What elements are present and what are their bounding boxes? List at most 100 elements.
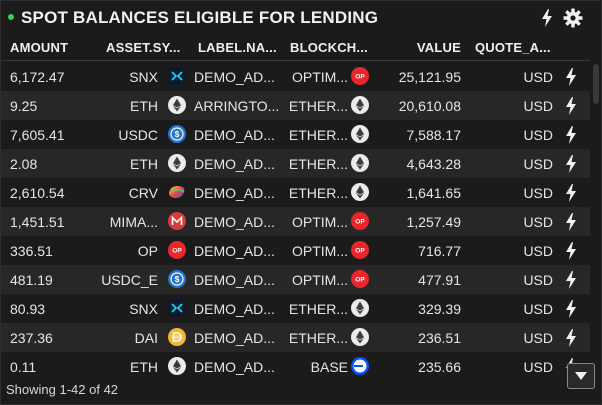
- widget-title: SPOT BALANCES ELIGIBLE FOR LENDING: [21, 8, 379, 27]
- usdc-icon: $: [168, 125, 186, 143]
- bolt-icon[interactable]: [565, 126, 579, 144]
- usdc-icon: $: [168, 270, 186, 288]
- optimism-icon: OP: [351, 270, 369, 288]
- cell-label-name: DEMO_AD...: [194, 214, 275, 230]
- scroll-to-bottom-button[interactable]: [567, 363, 595, 389]
- bolt-icon[interactable]: [565, 184, 579, 202]
- cell-asset-symbol: OP: [137, 243, 158, 259]
- snx-icon: [168, 299, 186, 317]
- cell-blockchain: ETHER...: [288, 98, 348, 114]
- pagination-summary: Showing 1-42 of 42: [6, 382, 119, 397]
- cell-value: 477.91: [418, 272, 461, 288]
- cell-asset-symbol: USDC: [118, 127, 158, 143]
- cell-amount: 2,610.54: [10, 185, 65, 201]
- table-body: 6,172.47 SNX DEMO_AD... OPTIM... OP 25,121.95…: [1, 62, 590, 377]
- cell-amount: 80.93: [10, 301, 46, 317]
- column-header-row: AMOUNT ASSET.SY... LABEL.NA... BLOCKCH..…: [1, 35, 590, 61]
- cell-quote-asset: USD: [523, 185, 553, 201]
- cell-asset-symbol: ETH: [130, 359, 158, 375]
- optimism-icon: OP: [351, 241, 369, 259]
- cell-amount: 1,451.51: [10, 214, 65, 230]
- cell-label-name: DEMO_AD...: [194, 185, 275, 201]
- cell-blockchain: OPTIM...: [292, 214, 348, 230]
- gear-icon[interactable]: [562, 7, 584, 29]
- bolt-icon[interactable]: [536, 7, 558, 29]
- table-row[interactable]: 1,451.51 MIMA... DEMO_AD... OPTIM... OP 1,257…: [1, 207, 590, 236]
- table-row[interactable]: 6,172.47 SNX DEMO_AD... OPTIM... OP 25,121.95…: [1, 62, 590, 91]
- svg-text:OP: OP: [355, 277, 365, 284]
- cell-amount: 0.11: [10, 359, 37, 375]
- bolt-icon[interactable]: [565, 300, 579, 318]
- cell-amount: 2.08: [10, 156, 38, 172]
- cell-asset-symbol: SNX: [129, 301, 158, 317]
- table-row[interactable]: 0.11 ETH DEMO_AD... BASE 235.66 USD: [1, 352, 590, 377]
- cell-quote-asset: USD: [523, 98, 553, 114]
- column-header-blockchain[interactable]: BLOCKCH...: [290, 40, 368, 55]
- cell-value: 716.77: [418, 243, 461, 259]
- cell-label-name: DEMO_AD...: [194, 69, 275, 85]
- bolt-icon[interactable]: [565, 97, 579, 115]
- mim-icon: [168, 212, 186, 230]
- eth-icon: [168, 96, 186, 114]
- cell-asset-symbol: ETH: [130, 156, 158, 172]
- cell-blockchain: OPTIM...: [292, 69, 348, 85]
- svg-text:OP: OP: [355, 74, 365, 81]
- svg-text:OP: OP: [355, 248, 365, 255]
- base-icon: [351, 357, 369, 375]
- bolt-icon[interactable]: [565, 213, 579, 231]
- cell-label-name: ARRINGTO...: [194, 98, 280, 114]
- widget-header: SPOT BALANCES ELIGIBLE FOR LENDING: [1, 1, 601, 35]
- table-row[interactable]: 9.25 ETH ARRINGTO... ETHER... 20,610.08 USD: [1, 91, 590, 120]
- column-header-value[interactable]: VALUE: [416, 40, 461, 55]
- cell-blockchain: ETHER...: [288, 301, 348, 317]
- optimism-icon: OP: [351, 212, 369, 230]
- cell-label-name: DEMO_AD...: [194, 301, 275, 317]
- table-row[interactable]: 237.36 DAI DEMO_AD... ETHER... 236.51 USD: [1, 323, 590, 352]
- cell-blockchain: ETHER...: [288, 127, 348, 143]
- bolt-icon[interactable]: [565, 329, 579, 347]
- status-dot: [8, 14, 14, 20]
- svg-text:OP: OP: [355, 219, 365, 226]
- column-header-quote[interactable]: QUOTE_A...: [475, 40, 551, 55]
- cell-asset-symbol: MIMA...: [109, 214, 158, 230]
- cell-quote-asset: USD: [523, 243, 553, 259]
- cell-asset-symbol: USDC_E: [101, 272, 158, 288]
- cell-quote-asset: USD: [523, 214, 553, 230]
- table-row[interactable]: 2,610.54 CRV DEMO_AD... ETHER... 1,641.65 USD: [1, 178, 590, 207]
- cell-value: 4,643.28: [406, 156, 462, 172]
- column-header-asset[interactable]: ASSET.SY...: [106, 40, 181, 55]
- svg-text:OP: OP: [172, 248, 182, 255]
- vertical-scrollbar[interactable]: [591, 62, 601, 377]
- ethereum-icon: [351, 125, 369, 143]
- table-row[interactable]: 336.51 OP OP DEMO_AD... OPTIM... OP 716.77 USD: [1, 236, 590, 265]
- chevron-down-icon: [575, 372, 587, 380]
- cell-value: 7,588.17: [406, 127, 462, 143]
- eth-icon: [168, 357, 186, 375]
- cell-quote-asset: USD: [523, 301, 553, 317]
- cell-quote-asset: USD: [523, 69, 553, 85]
- column-header-label[interactable]: LABEL.NA...: [198, 40, 277, 55]
- cell-quote-asset: USD: [523, 330, 553, 346]
- bolt-icon[interactable]: [565, 271, 579, 289]
- table-row[interactable]: 481.19 USDC_E $ DEMO_AD... OPTIM... OP 477.91 U…: [1, 265, 590, 294]
- cell-quote-asset: USD: [523, 272, 553, 288]
- cell-amount: 9.25: [10, 98, 38, 114]
- ethereum-icon: [351, 96, 369, 114]
- cell-label-name: DEMO_AD...: [194, 156, 275, 172]
- scrollbar-thumb[interactable]: [593, 64, 599, 104]
- cell-value: 1,257.49: [406, 214, 462, 230]
- cell-blockchain: ETHER...: [288, 156, 348, 172]
- column-header-amount[interactable]: AMOUNT: [10, 40, 69, 55]
- table-row[interactable]: 2.08 ETH DEMO_AD... ETHER... 4,643.28 USD: [1, 149, 590, 178]
- cell-quote-asset: USD: [523, 127, 553, 143]
- bolt-icon[interactable]: [565, 68, 579, 86]
- ethereum-icon: [351, 328, 369, 346]
- table-row[interactable]: 7,605.41 USDC $ DEMO_AD... ETHER... 7,588.17 U…: [1, 120, 590, 149]
- bolt-icon[interactable]: [565, 155, 579, 173]
- table-row[interactable]: 80.93 SNX DEMO_AD... ETHER... 329.39 USD: [1, 294, 590, 323]
- bolt-icon[interactable]: [565, 242, 579, 260]
- cell-amount: 7,605.41: [10, 127, 65, 143]
- cell-quote-asset: USD: [523, 359, 553, 375]
- svg-text:$: $: [175, 274, 180, 284]
